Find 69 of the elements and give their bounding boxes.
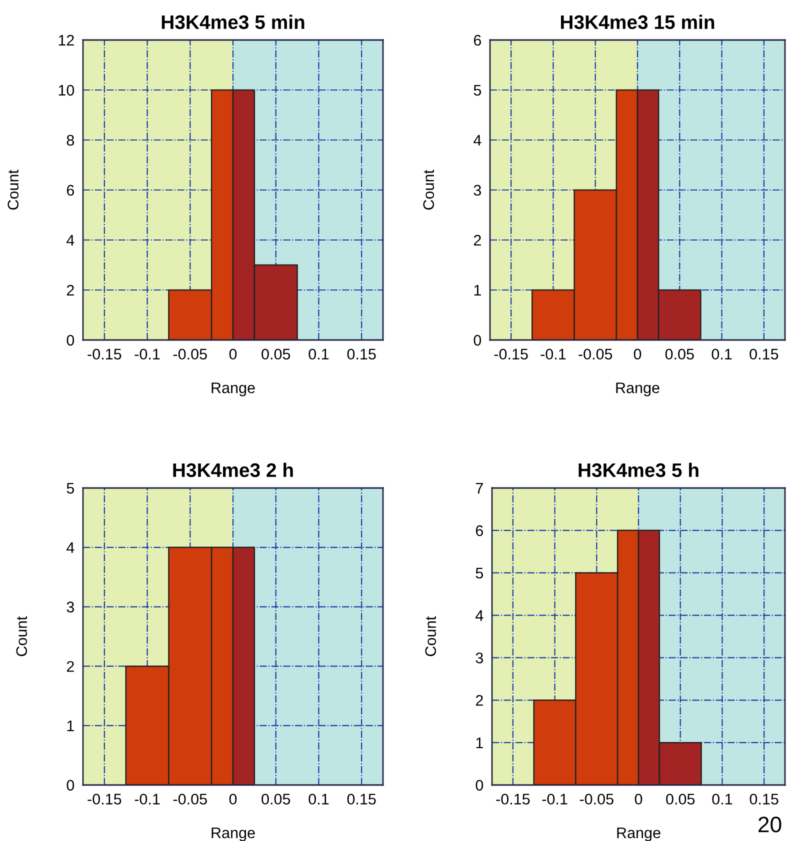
- text: 20: [758, 816, 782, 832]
- x-tick-label: -0.05: [173, 348, 207, 360]
- x-tick-label: -0.05: [173, 794, 207, 805]
- y-tick-label: 0: [66, 334, 74, 346]
- x-tick-label: 0.1: [308, 794, 329, 805]
- x-axis-title: Range: [212, 828, 255, 841]
- y-tick-label: 6: [474, 34, 481, 46]
- x-tick-label: 0.15: [750, 794, 778, 805]
- x-tick-label: 0.05: [262, 348, 290, 360]
- y-tick-label: 2: [474, 234, 481, 246]
- y-tick-label: 3: [66, 602, 74, 612]
- y-axis-title: Count: [425, 616, 436, 656]
- y-tick-label: 0: [474, 334, 482, 346]
- x-tick-label: 0: [634, 348, 642, 360]
- x-tick-label: 0.15: [750, 348, 778, 360]
- x-axis-title: Range: [212, 382, 255, 396]
- y-tick-label: 2: [66, 284, 74, 296]
- y-tick-label: 8: [66, 134, 74, 146]
- x-tick-label: -0.15: [496, 794, 530, 805]
- chart-title: H3K4me3 2 h: [173, 462, 293, 478]
- y-tick-label: 5: [474, 85, 482, 96]
- y-tick-label: 4: [66, 235, 74, 246]
- y-axis-title: Count: [8, 170, 19, 210]
- y-tick-label: 5: [66, 483, 74, 494]
- x-tick-label: 0.05: [665, 348, 694, 360]
- y-tick-label: 4: [474, 135, 482, 146]
- chart-title: H3K4me3 5 h: [578, 462, 698, 478]
- chart-title: H3K4me3 15 min: [560, 14, 714, 30]
- y-tick-label: 7: [476, 483, 483, 494]
- x-tick-label: 0.1: [712, 348, 732, 360]
- chart-title: H3K4me3 5 min: [162, 14, 304, 30]
- x-tick-label: 0: [634, 794, 642, 805]
- y-tick-label: 3: [474, 184, 481, 196]
- y-axis-title: Count: [16, 616, 28, 656]
- x-tick-label: 0.15: [347, 794, 376, 805]
- y-tick-label: 1: [67, 720, 74, 732]
- y-tick-label: 1: [474, 285, 481, 296]
- y-tick-label: 1: [476, 738, 483, 748]
- x-tick-label: -0.15: [88, 348, 122, 360]
- x-tick-label: 0.05: [666, 794, 695, 805]
- x-tick-label: -0.05: [578, 348, 612, 360]
- y-tick-label: 2: [476, 695, 483, 706]
- y-tick-label: 4: [476, 610, 484, 621]
- x-tick-label: 0.1: [308, 348, 329, 360]
- x-tick-label: -0.15: [88, 794, 122, 805]
- y-tick-label: 12: [58, 34, 74, 46]
- y-tick-label: 2: [66, 661, 74, 672]
- y-tick-label: 10: [58, 84, 74, 96]
- y-tick-label: 4: [66, 542, 74, 553]
- x-axis-title: Range: [617, 828, 660, 841]
- y-tick-label: 0: [476, 780, 484, 791]
- x-tick-label: 0: [229, 794, 237, 805]
- x-tick-label: -0.05: [580, 794, 614, 805]
- y-tick-label: 6: [476, 525, 483, 536]
- x-tick-label: -0.1: [540, 348, 566, 360]
- y-axis-title: Count: [423, 170, 434, 210]
- y-tick-label: 3: [476, 652, 483, 664]
- x-tick-label: -0.15: [494, 348, 528, 360]
- x-axis-title: Range: [616, 382, 660, 396]
- x-tick-label: 0: [229, 348, 237, 360]
- x-tick-label: -0.1: [542, 794, 568, 805]
- y-tick-label: 0: [66, 780, 74, 791]
- y-tick-label: 6: [66, 184, 74, 196]
- x-tick-label: -0.1: [134, 794, 160, 805]
- x-tick-label: 0.1: [712, 794, 732, 805]
- y-tick-label: 5: [476, 568, 484, 579]
- x-tick-label: 0.15: [347, 348, 376, 360]
- x-tick-label: 0.05: [262, 794, 290, 805]
- x-tick-label: -0.1: [134, 348, 160, 360]
